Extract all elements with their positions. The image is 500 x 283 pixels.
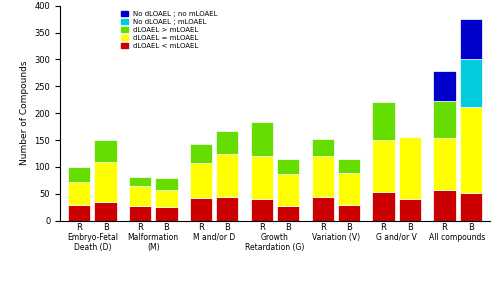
Text: Malformation
(M): Malformation (M)	[128, 233, 179, 252]
Text: B: B	[407, 224, 413, 232]
Bar	[129, 206, 152, 221]
Bar	[338, 159, 360, 173]
Text: All compounds: All compounds	[430, 233, 486, 242]
Text: R: R	[198, 224, 204, 232]
Bar	[460, 193, 482, 221]
Bar	[398, 199, 421, 221]
Text: B: B	[285, 224, 291, 232]
Bar	[216, 131, 238, 154]
Text: R: R	[76, 224, 82, 232]
Text: R: R	[320, 224, 326, 232]
Bar	[94, 162, 117, 202]
Bar	[460, 59, 482, 107]
Bar	[398, 138, 421, 199]
Bar	[156, 178, 178, 190]
Bar	[68, 182, 90, 205]
Bar	[372, 140, 394, 192]
Bar	[433, 138, 456, 190]
Bar	[250, 156, 273, 199]
Text: Embryo-Fetal
Death (D): Embryo-Fetal Death (D)	[67, 233, 118, 252]
Text: B: B	[346, 224, 352, 232]
Bar	[460, 107, 482, 193]
Bar	[312, 156, 334, 197]
Bar	[216, 153, 238, 197]
Bar	[94, 140, 117, 162]
Bar	[68, 205, 90, 221]
Text: Variation (V): Variation (V)	[312, 233, 360, 242]
Bar	[338, 173, 360, 205]
Bar	[190, 198, 212, 221]
Bar	[190, 144, 212, 163]
Legend: No dLOAEL ; no mLOAEL, No dLOAEL ; mLOAEL, dLOAEL > mLOAEL, dLOAEL = mLOAEL, dLO: No dLOAEL ; no mLOAEL, No dLOAEL ; mLOAE…	[120, 9, 219, 50]
Bar	[433, 101, 456, 138]
Bar	[129, 186, 152, 206]
Text: R: R	[442, 224, 448, 232]
Bar	[129, 177, 152, 186]
Bar	[372, 192, 394, 221]
Text: G and/or V: G and/or V	[376, 233, 417, 242]
Text: R: R	[380, 224, 386, 232]
Bar	[94, 202, 117, 221]
Text: M and/or D: M and/or D	[193, 233, 236, 242]
Bar	[156, 190, 178, 207]
Text: Growth
Retardation (G): Growth Retardation (G)	[246, 233, 304, 252]
Text: R: R	[137, 224, 143, 232]
Bar	[156, 207, 178, 221]
Bar	[372, 102, 394, 140]
Y-axis label: Number of Compounds: Number of Compounds	[20, 61, 29, 166]
Text: B: B	[224, 224, 230, 232]
Bar	[338, 205, 360, 221]
Bar	[216, 197, 238, 221]
Bar	[433, 71, 456, 101]
Bar	[433, 190, 456, 221]
Bar	[250, 199, 273, 221]
Bar	[277, 159, 299, 174]
Text: B: B	[102, 224, 108, 232]
Bar	[277, 206, 299, 221]
Bar	[312, 139, 334, 156]
Bar	[68, 167, 90, 182]
Bar	[312, 197, 334, 221]
Text: B: B	[468, 224, 473, 232]
Text: B: B	[164, 224, 170, 232]
Bar	[190, 163, 212, 198]
Text: R: R	[259, 224, 265, 232]
Bar	[277, 174, 299, 206]
Bar	[250, 122, 273, 156]
Bar	[460, 19, 482, 59]
